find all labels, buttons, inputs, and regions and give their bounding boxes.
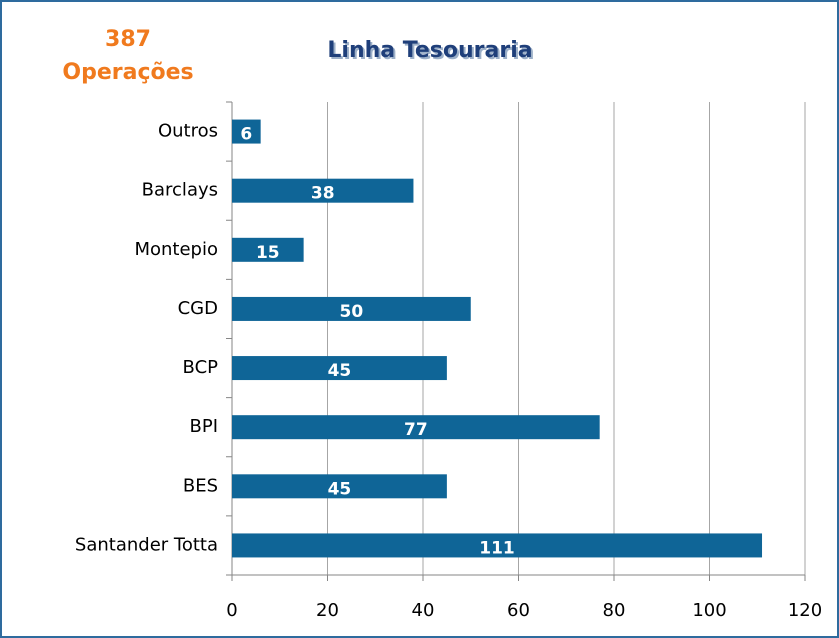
data-label: 50 [340,302,364,322]
data-label: 45 [328,361,352,381]
y-tick-label: Santander Totta [75,534,218,555]
y-tick-label: CGD [178,298,218,319]
bar [232,178,414,203]
bar [232,119,261,144]
y-tick-label: Montepio [134,239,218,260]
y-tick-label: BES [183,475,218,496]
x-tick-label: 60 [507,600,530,621]
bar [232,533,763,558]
x-tick-label: 20 [316,600,339,621]
data-label: 111 [479,538,515,558]
chart-title: Linha Tesouraria [327,38,532,63]
data-label: 6 [240,125,252,145]
data-label: 15 [256,243,280,263]
annotation: 387 [105,27,151,52]
bar [232,356,447,381]
bar [232,296,471,321]
y-tick-label: BPI [189,416,218,437]
data-label: 45 [328,479,352,499]
x-tick-label: 80 [603,600,626,621]
x-tick-label: 100 [692,600,726,621]
x-tick-label: 0 [226,600,237,621]
y-tick-label: Outros [158,121,218,142]
y-tick-label: Barclays [142,180,218,201]
bar [232,474,447,499]
annotation: Operações [62,60,193,85]
data-label: 77 [404,420,428,440]
data-label: 38 [311,184,335,204]
x-tick-label: 120 [788,600,822,621]
bar [232,237,304,262]
bar [232,415,600,440]
x-tick-label: 40 [412,600,435,621]
y-tick-label: BCP [183,357,219,378]
title-shadow: Linha Tesouraria [329,40,534,65]
